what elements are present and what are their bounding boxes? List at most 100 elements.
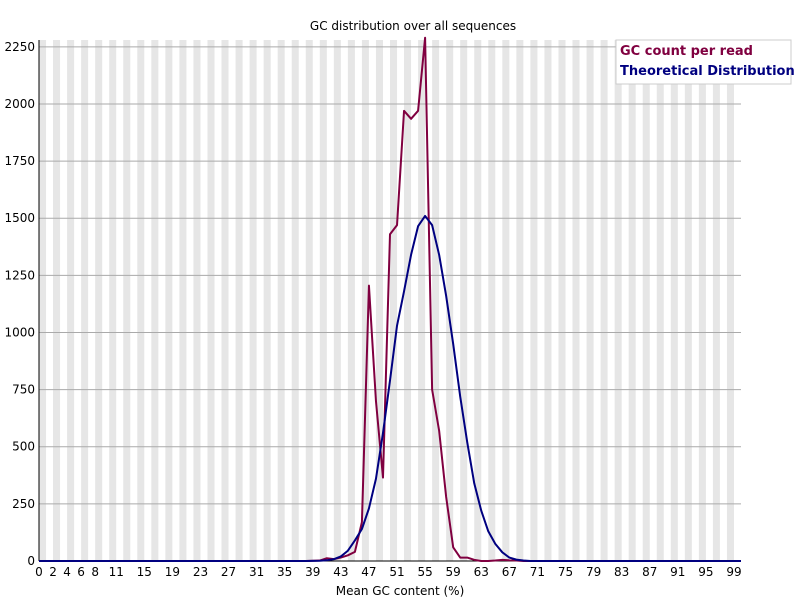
grid-band (726, 40, 734, 561)
x-tick-label: 75 (558, 565, 573, 579)
x-tick-label: 43 (333, 565, 348, 579)
grid-band (151, 40, 159, 561)
grid-band (446, 40, 454, 561)
grid-band (474, 40, 482, 561)
grid-band (698, 40, 706, 561)
series-line-theoretical (39, 214, 741, 562)
x-tick-label: 31 (249, 565, 264, 579)
x-tick-label: 27 (221, 565, 236, 579)
grid-band (544, 40, 552, 561)
y-tick-label: 1750 (4, 154, 35, 168)
series-lines (39, 36, 741, 562)
grid-band (305, 40, 313, 561)
x-tick-label: 35 (277, 565, 292, 579)
y-tick-label: 250 (12, 497, 35, 511)
y-tick-label: 750 (12, 383, 35, 397)
grid-band (516, 40, 524, 561)
grid-band (404, 40, 412, 561)
grid-band (558, 40, 566, 561)
grid-band (207, 40, 215, 561)
grid-band (235, 40, 243, 561)
x-tick-label: 55 (417, 565, 432, 579)
grid-band (347, 40, 355, 561)
grid-band (502, 40, 510, 561)
grid-band (530, 40, 538, 561)
grid-band (375, 40, 383, 561)
grid-band (656, 40, 664, 561)
grid-band (81, 40, 89, 561)
grid-band (123, 40, 131, 561)
y-tick-label: 2000 (4, 97, 35, 111)
x-axis-label: Mean GC content (%) (336, 584, 465, 598)
x-tick-label: 6 (77, 565, 85, 579)
grid-band (221, 40, 229, 561)
grid-band (291, 40, 299, 561)
x-axis-ticks: 0 2 4 6 8 11 15 19 23 27 31 35 39 43 47 51 55 59 63 67 71 75 7… (35, 565, 741, 579)
grid-band (628, 40, 636, 561)
grid-band (249, 40, 257, 561)
grid-band (712, 40, 720, 561)
x-tick-label: 59 (446, 565, 461, 579)
x-tick-label: 47 (361, 565, 376, 579)
x-tick-label: 87 (642, 565, 657, 579)
grid-band (165, 40, 173, 561)
x-tick-label: 71 (530, 565, 545, 579)
x-tick-label: 19 (165, 565, 180, 579)
grid-band (361, 40, 369, 561)
x-tick-label: 8 (91, 565, 99, 579)
x-tick-label: 11 (109, 565, 124, 579)
y-tick-label: 2250 (4, 40, 35, 54)
y-axis-ticks: 0 250 500 750 1000 1250 1500 1750 2000 2250 (4, 40, 35, 568)
grid-band (586, 40, 594, 561)
x-tick-label: 0 (35, 565, 43, 579)
grid-band (684, 40, 692, 561)
grid-band (39, 40, 47, 561)
grid-band (67, 40, 75, 561)
grid-band (277, 40, 285, 561)
grid-band (572, 40, 580, 561)
grid-band (670, 40, 678, 561)
x-tick-label: 15 (137, 565, 152, 579)
legend: GC count per read Theoretical Distributi… (615, 39, 795, 85)
x-tick-label: 67 (502, 565, 517, 579)
grid-band (460, 40, 468, 561)
grid-band (418, 40, 426, 561)
y-tick-label: 1500 (4, 211, 35, 225)
x-tick-label: 51 (389, 565, 404, 579)
x-tick-label: 2 (49, 565, 57, 579)
legend-box (615, 39, 792, 85)
x-tick-label: 39 (305, 565, 320, 579)
y-tick-label: 1250 (4, 268, 35, 282)
x-tick-label: 91 (670, 565, 685, 579)
grid-band (109, 40, 117, 561)
x-tick-label: 99 (726, 565, 741, 579)
grid-band (614, 40, 622, 561)
grid-band (137, 40, 145, 561)
x-tick-label: 4 (63, 565, 71, 579)
chart-title: GC distribution over all sequences (310, 19, 516, 33)
grid-band (600, 40, 608, 561)
grid-band (432, 40, 440, 561)
x-tick-label: 83 (614, 565, 629, 579)
y-tick-label: 1000 (4, 325, 35, 339)
legend-entry-theoretical: Theoretical Distribution (620, 64, 795, 79)
grid-band (95, 40, 103, 561)
grid-band (319, 40, 327, 561)
x-tick-label: 95 (698, 565, 713, 579)
grid-band (193, 40, 201, 561)
legend-entry-gc-count: GC count per read (620, 44, 753, 59)
grid-band (390, 40, 398, 561)
grid-band (263, 40, 271, 561)
grid-band (333, 40, 341, 561)
x-tick-label: 63 (474, 565, 489, 579)
grid-band (53, 40, 61, 561)
grid-band (488, 40, 496, 561)
x-tick-label: 79 (586, 565, 601, 579)
y-tick-label: 500 (12, 440, 35, 454)
background-bands (39, 40, 734, 561)
y-tick-label: 0 (27, 554, 35, 568)
grid-band (179, 40, 187, 561)
grid-band (642, 40, 650, 561)
x-tick-label: 23 (193, 565, 208, 579)
